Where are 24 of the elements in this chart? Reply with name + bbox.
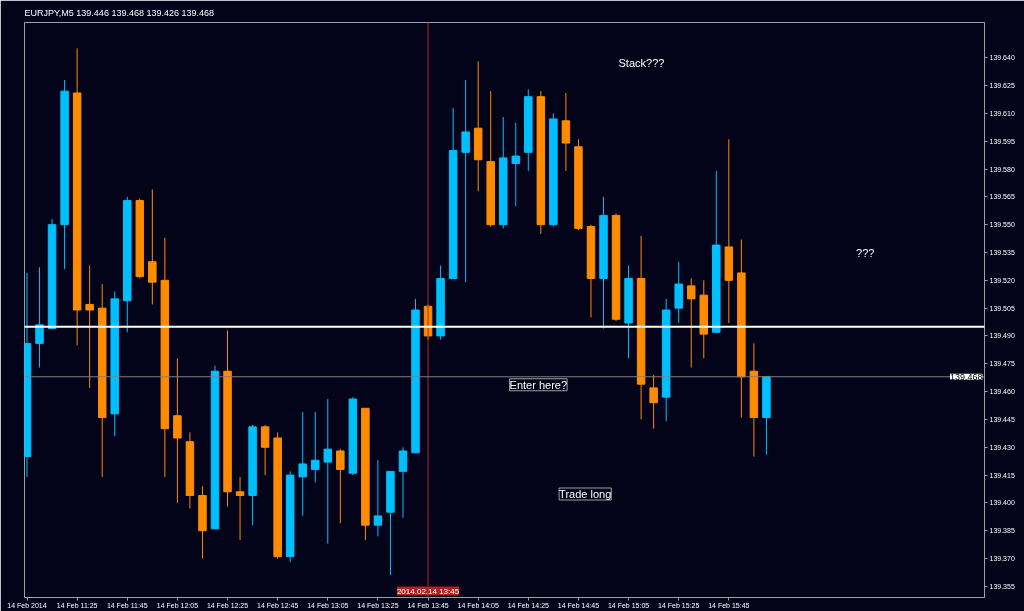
chart-title: EURJPY,M5 139.446 139.468 139.426 139.468 bbox=[24, 7, 214, 18]
candlestick bbox=[561, 92, 571, 172]
ref-line-label: 139.468 bbox=[949, 371, 983, 382]
candlestick bbox=[85, 264, 94, 389]
candlestick bbox=[511, 122, 521, 207]
candlestick bbox=[298, 411, 307, 517]
candlestick bbox=[336, 448, 345, 524]
ref-line-label: 2014.02.14 13:45 bbox=[396, 586, 460, 596]
candlestick bbox=[398, 446, 408, 519]
candlestick bbox=[649, 374, 658, 430]
candlestick bbox=[235, 476, 245, 541]
candlestick bbox=[686, 277, 696, 368]
annotation: ??? bbox=[856, 246, 875, 259]
candlestick bbox=[311, 411, 320, 483]
annotation: Stack??? bbox=[618, 56, 665, 69]
candlestick bbox=[148, 188, 157, 305]
candlestick bbox=[260, 424, 270, 476]
annotation: Enter here? bbox=[509, 378, 568, 391]
candlestick bbox=[173, 357, 182, 504]
candlestick bbox=[461, 79, 470, 283]
candlestick bbox=[35, 266, 44, 368]
candlestick bbox=[323, 398, 333, 545]
annotation: Trade long bbox=[559, 488, 612, 500]
candlestick bbox=[373, 459, 383, 537]
